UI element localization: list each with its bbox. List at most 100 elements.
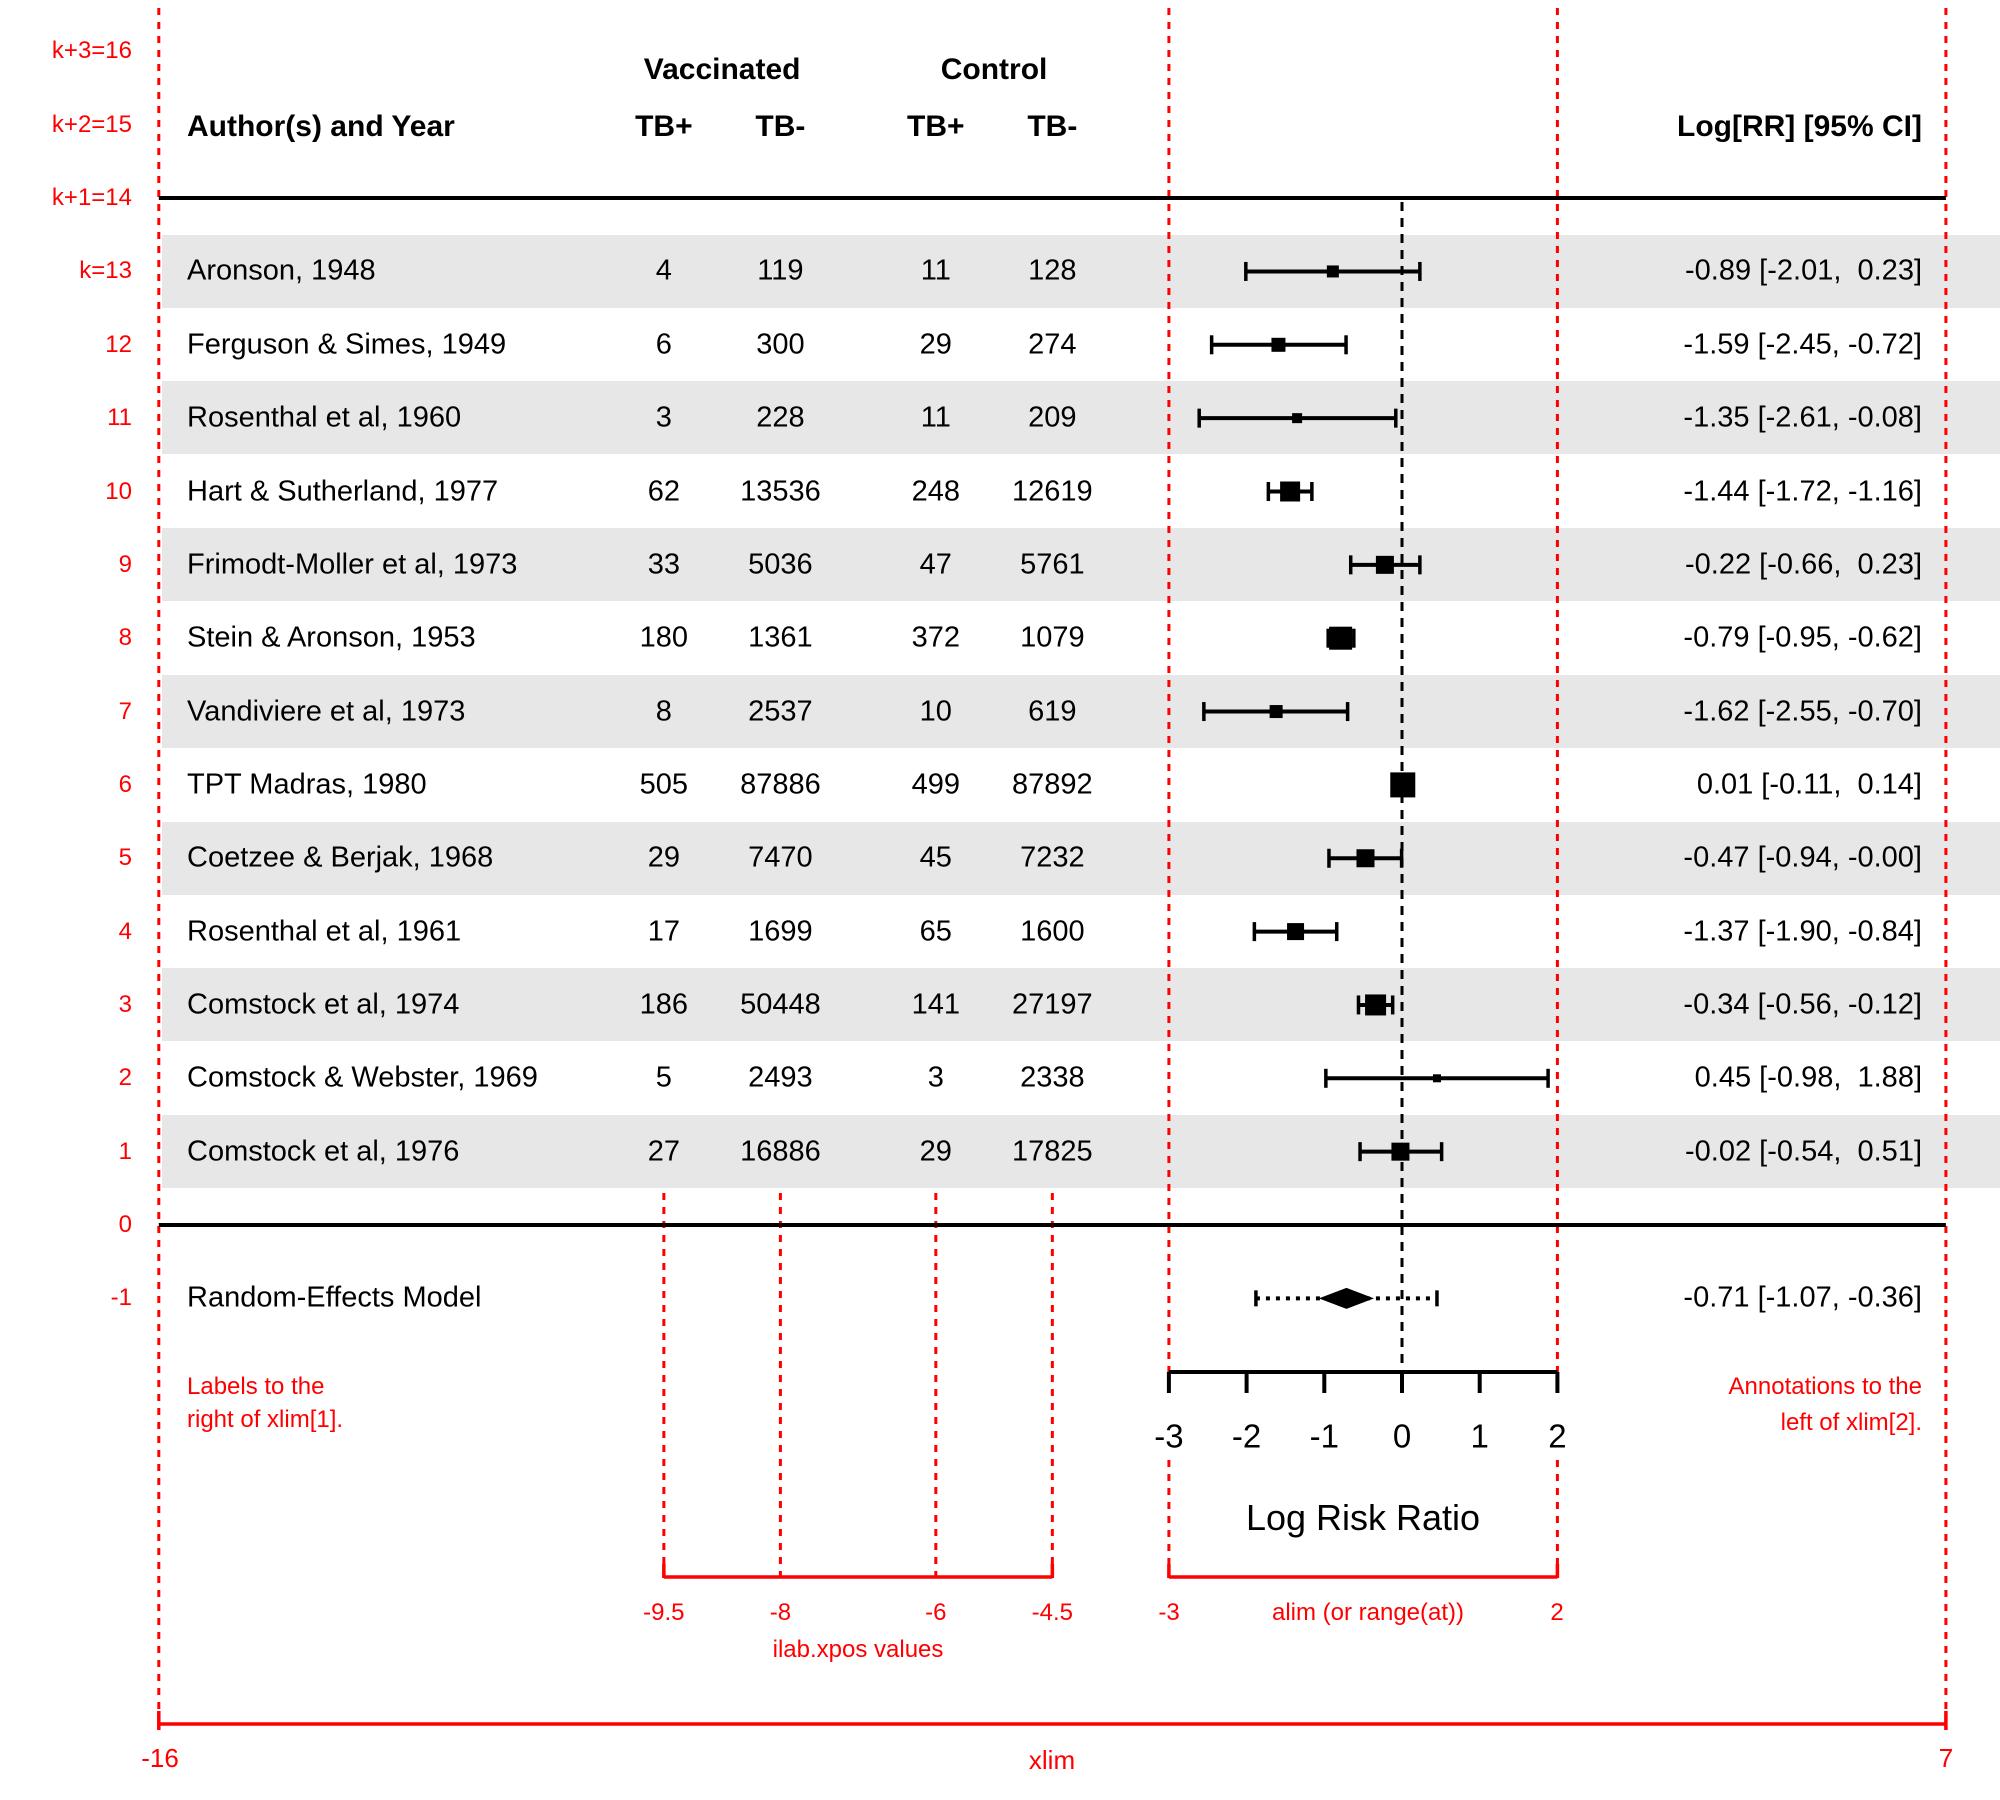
study-author-label: Stein & Aronson, 1953 — [187, 621, 476, 654]
x-axis-tick-label: 1 — [1470, 1417, 1489, 1455]
study-count-cell: 1699 — [748, 915, 813, 948]
point-estimate-square — [1356, 849, 1375, 868]
row-number-label: 9 — [118, 550, 132, 578]
study-count-cell: 2338 — [1020, 1061, 1085, 1094]
row-number-label: 5 — [118, 844, 132, 872]
study-count-cell: 16886 — [740, 1135, 821, 1168]
tb-column-header: TB- — [1027, 110, 1078, 143]
right-note-line1: Annotations to the — [1728, 1373, 1922, 1400]
study-count-cell: 274 — [1028, 328, 1077, 361]
left-note-line1: Labels to the — [187, 1373, 325, 1400]
study-author-label: Ferguson & Simes, 1949 — [187, 328, 507, 361]
point-estimate-square — [1365, 994, 1387, 1016]
study-author-label: Hart & Sutherland, 1977 — [187, 475, 499, 507]
point-estimate-square — [1329, 626, 1353, 650]
study-count-cell: 7232 — [1020, 841, 1085, 874]
row-number-label: 10 — [105, 477, 132, 505]
study-count-cell: 499 — [911, 768, 960, 801]
author-column-header: Author(s) and Year — [187, 110, 455, 143]
row-number-label: 8 — [118, 624, 132, 652]
study-count-cell: 128 — [1028, 254, 1077, 287]
row-number-label: k=13 — [79, 257, 132, 285]
study-count-cell: 3 — [655, 401, 672, 434]
alim-bracket-right-label: 2 — [1550, 1599, 1564, 1626]
row-number-label: 6 — [118, 770, 132, 798]
tb-column-header: TB- — [755, 110, 806, 143]
study-author-label: Vandiviere et al, 1973 — [187, 695, 466, 728]
ci-annotation: -0.79 [-0.95, -0.62] — [1683, 621, 1922, 654]
ilab-bracket-tick-label: -4.5 — [1031, 1599, 1074, 1626]
x-axis-title: Log Risk Ratio — [1245, 1497, 1481, 1538]
shaded-row-band — [162, 528, 2000, 602]
study-count-cell: 209 — [1028, 401, 1077, 434]
study-count-cell: 119 — [757, 254, 804, 287]
point-estimate-square — [1269, 705, 1283, 719]
ilab-bracket-caption: ilab.xpos values — [772, 1636, 944, 1663]
summary-annotation: -0.71 [-1.07, -0.36] — [1683, 1281, 1922, 1314]
study-count-cell: 7470 — [748, 841, 813, 874]
row-number-label: 7 — [118, 697, 132, 725]
row-number-label: 0 — [118, 1211, 132, 1238]
ci-annotation: 0.45 [-0.98, 1.88] — [1694, 1061, 1922, 1094]
ilab-bracket-tick-label: -6 — [925, 1599, 947, 1626]
study-author-label: Aronson, 1948 — [187, 254, 376, 287]
xlim-caption: xlim — [1028, 1745, 1076, 1775]
point-estimate-square — [1432, 1074, 1441, 1083]
x-axis-tick-label: -1 — [1309, 1417, 1339, 1455]
study-count-cell: 45 — [919, 841, 952, 874]
study-count-cell: 65 — [919, 915, 952, 948]
study-count-cell: 11 — [920, 254, 951, 287]
study-count-cell: 47 — [919, 548, 952, 581]
study-count-cell: 3 — [927, 1061, 944, 1094]
summary-diamond — [1318, 1287, 1375, 1309]
x-axis-tick-label: 0 — [1392, 1417, 1412, 1455]
study-author-label: Coetzee & Berjak, 1968 — [187, 841, 494, 874]
study-count-cell: 12619 — [1012, 475, 1093, 507]
row-number-label: 3 — [118, 990, 132, 1018]
row-number-label: 1 — [118, 1137, 132, 1165]
study-count-cell: 186 — [639, 988, 689, 1021]
study-count-cell: 2493 — [748, 1061, 813, 1094]
row-number-label: 11 — [107, 404, 132, 432]
point-estimate-square — [1326, 265, 1339, 278]
study-count-cell: 87892 — [1012, 768, 1093, 801]
study-count-cell: 29 — [919, 1135, 952, 1168]
ci-annotation: -0.02 [-0.54, 0.51] — [1685, 1135, 1922, 1168]
study-author-label: Comstock et al, 1976 — [187, 1135, 460, 1168]
study-count-cell: 180 — [639, 621, 689, 654]
shaded-row-band — [162, 381, 2000, 455]
study-count-cell: 141 — [911, 988, 960, 1021]
x-axis-tick-label: -2 — [1231, 1417, 1262, 1455]
study-count-cell: 228 — [756, 401, 805, 434]
study-count-cell: 11 — [920, 401, 951, 434]
study-count-cell: 5036 — [748, 548, 813, 581]
row-number-label: -1 — [110, 1284, 132, 1312]
study-count-cell: 33 — [647, 548, 680, 581]
ci-annotation: -1.62 [-2.55, -0.70] — [1683, 695, 1922, 728]
study-count-cell: 1600 — [1020, 915, 1085, 948]
shaded-row-band — [162, 1114, 2000, 1188]
study-count-cell: 5 — [655, 1061, 672, 1094]
row-number-label: k+2=15 — [51, 110, 132, 138]
row-number-label: k+3=16 — [51, 37, 132, 65]
ilab-bracket-tick-label: -8 — [769, 1599, 792, 1626]
study-count-cell: 17825 — [1012, 1135, 1093, 1168]
tb-column-header: TB+ — [907, 110, 965, 143]
row-number-label: 12 — [105, 330, 132, 358]
left-note-line2: right of xlim[1]. — [187, 1406, 344, 1433]
study-count-cell: 5761 — [1020, 548, 1085, 581]
point-estimate-square — [1390, 772, 1416, 798]
ci-annotation: -0.89 [-2.01, 0.23] — [1685, 254, 1922, 287]
ci-annotation: -1.59 [-2.45, -0.72] — [1683, 328, 1922, 361]
alim-bracket-caption: alim (or range(at)) — [1271, 1599, 1465, 1626]
shaded-row-band — [162, 234, 2000, 308]
study-count-cell: 27197 — [1012, 988, 1093, 1021]
study-count-cell: 8 — [655, 695, 672, 728]
study-count-cell: 29 — [647, 841, 680, 874]
study-author-label: Comstock et al, 1974 — [187, 988, 460, 1021]
study-author-label: Comstock & Webster, 1969 — [187, 1061, 538, 1094]
ci-annotation: -0.22 [-0.66, 0.23] — [1685, 548, 1922, 581]
study-count-cell: 372 — [911, 621, 960, 654]
study-count-cell: 1079 — [1020, 621, 1085, 654]
point-estimate-square — [1287, 923, 1305, 941]
